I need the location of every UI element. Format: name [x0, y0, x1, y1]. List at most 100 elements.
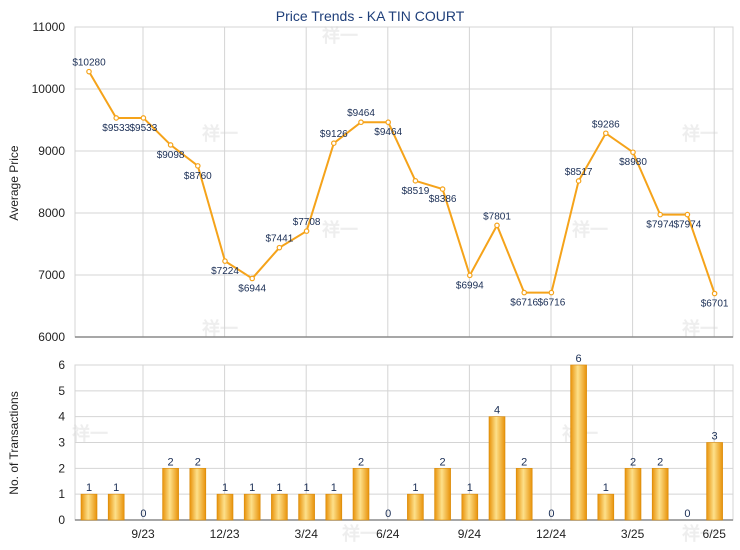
transaction-bar-label-5: 1 [222, 482, 228, 494]
price-point-1 [113, 115, 120, 121]
price-point-label-16: $6716 [510, 298, 538, 309]
price-point-label-21: $7974 [646, 220, 674, 231]
transactions-y-tick-5: 5 [58, 384, 65, 398]
transaction-bar-label-16: 2 [521, 456, 527, 468]
watermark-2: 祥一 [682, 123, 718, 144]
watermark-9: 祥一 [342, 523, 378, 544]
transactions-y-tick-0: 0 [58, 513, 65, 527]
transaction-bar-label-12: 1 [412, 482, 418, 494]
x-tick-6: 3/25 [621, 527, 645, 541]
transaction-bar-label-19: 1 [603, 482, 609, 494]
x-tick-2: 3/24 [295, 527, 319, 541]
transaction-bar-label-4: 2 [195, 456, 201, 468]
price-point-21 [657, 211, 664, 218]
transaction-bar-1 [107, 493, 125, 521]
price-line-layer: $10280 $9533 $9533 $9098 $8760 $7224 $6944 $744… [72, 58, 729, 310]
transaction-bar-14 [461, 493, 479, 521]
price-point-12 [412, 178, 419, 184]
price-point-6 [249, 275, 256, 282]
transactions-y-axis-label: No. of Transactions [7, 391, 21, 494]
price-point-label-11: $9464 [374, 127, 402, 138]
watermark-5: 祥一 [202, 318, 238, 339]
chart-title: Price Trends - KA TIN COURT [276, 8, 465, 24]
transactions-y-tick-4: 4 [58, 410, 65, 424]
price-point-5 [222, 258, 228, 264]
transaction-bar-19 [597, 493, 615, 521]
transaction-bar-label-7: 1 [276, 482, 282, 494]
transaction-bar-13 [434, 468, 451, 521]
transaction-bar-20 [624, 468, 642, 521]
price-point-15 [494, 222, 500, 229]
watermark-0: 祥一 [322, 25, 358, 46]
price-point-label-8: $7708 [293, 217, 321, 228]
transaction-bar-label-8: 1 [304, 482, 310, 494]
transaction-bar-label-23: 3 [712, 431, 718, 443]
transaction-bar-label-14: 1 [467, 482, 473, 494]
price-point-label-23: $6701 [701, 299, 729, 310]
price-grid [74, 26, 734, 338]
price-point-3 [167, 142, 174, 148]
x-tick-3: 6/24 [376, 527, 400, 541]
price-plot-frame [74, 26, 734, 338]
watermark-3: 祥一 [322, 219, 358, 240]
transaction-bar-7 [271, 493, 288, 521]
x-tick-1: 12/23 [210, 527, 240, 541]
price-point-label-5: $7224 [211, 266, 239, 277]
price-point-label-9: $9126 [320, 129, 348, 140]
transaction-bar-label-11: 0 [385, 508, 391, 520]
transactions-y-tick-6: 6 [58, 358, 65, 372]
price-point-label-2: $9533 [129, 123, 157, 134]
transaction-bar-8 [298, 493, 315, 521]
transaction-bar-18 [570, 364, 587, 521]
transactions-y-tick-2: 2 [58, 461, 65, 475]
watermark-10: 祥一 [682, 523, 718, 544]
transaction-bar-label-3: 2 [168, 456, 174, 468]
transaction-bar-9 [325, 493, 343, 521]
price-point-7 [276, 244, 283, 251]
x-tick-0: 9/23 [131, 527, 155, 541]
price-y-tick-3: 9000 [38, 144, 65, 158]
price-point-0 [86, 68, 92, 75]
price-point-label-7: $7441 [265, 234, 293, 245]
transactions-grid [74, 364, 734, 521]
price-point-10 [358, 119, 364, 126]
price-series-line [88, 71, 716, 294]
transaction-bar-15 [488, 416, 506, 521]
transaction-bar-label-2: 0 [140, 508, 146, 520]
price-y-tick-0: 6000 [38, 330, 65, 344]
transaction-bar-10 [352, 468, 370, 521]
transaction-bar-label-6: 1 [249, 482, 255, 494]
price-point-label-4: $8760 [184, 171, 212, 182]
transaction-bar-12 [407, 493, 424, 521]
watermark-7: 祥一 [72, 423, 108, 444]
watermark-1: 祥一 [202, 123, 238, 144]
price-point-20 [630, 149, 636, 156]
transaction-bar-label-18: 6 [576, 353, 582, 365]
price-point-label-17: $6716 [537, 298, 565, 309]
transaction-bar-4 [189, 468, 207, 521]
price-point-16 [521, 289, 528, 296]
transaction-bar-6 [243, 493, 261, 521]
price-point-18 [575, 178, 582, 184]
price-point-22 [684, 211, 691, 218]
price-point-11 [385, 119, 392, 126]
price-y-tick-4: 10000 [32, 82, 66, 96]
price-y-tick-2: 8000 [38, 206, 65, 220]
transaction-bar-label-17: 0 [548, 508, 554, 520]
price-point-label-3: $9098 [157, 150, 185, 161]
transaction-bar-label-0: 1 [86, 482, 92, 494]
transaction-bar-label-10: 2 [358, 456, 364, 468]
transaction-bar-label-9: 1 [331, 482, 337, 494]
x-tick-labels: 9/23 12/23 3/24 6/24 9/24 12/24 3/25 6/25 [131, 527, 726, 541]
transaction-bar-label-13: 2 [440, 456, 446, 468]
x-tick-4: 9/24 [458, 527, 482, 541]
transaction-bar-0 [80, 493, 98, 521]
price-point-8 [303, 228, 310, 234]
price-point-label-19: $9286 [592, 119, 620, 130]
price-point-label-18: $8517 [565, 167, 593, 178]
price-point-19 [602, 130, 609, 137]
price-point-label-14: $6994 [456, 280, 484, 291]
price-y-axis-label: Average Price [7, 145, 21, 220]
